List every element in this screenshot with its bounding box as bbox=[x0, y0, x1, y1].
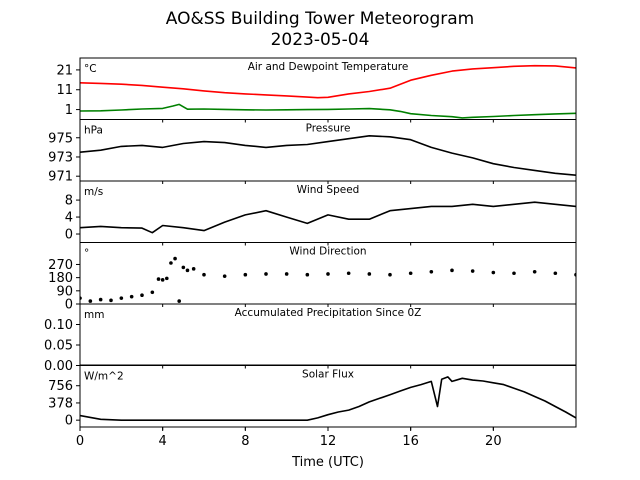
y-tick-label: 21 bbox=[56, 63, 73, 78]
wind-direction-point bbox=[512, 271, 516, 276]
y-tick-label: 90 bbox=[56, 284, 73, 299]
wind-direction-point bbox=[119, 296, 124, 300]
wind-direction-point bbox=[177, 299, 181, 303]
wind-direction-point bbox=[156, 277, 161, 281]
wind-direction-point bbox=[98, 297, 103, 302]
wind-direction-point bbox=[185, 268, 190, 273]
wind-direction-point bbox=[408, 271, 413, 276]
wind-direction-point bbox=[284, 272, 289, 276]
panel-title: Pressure bbox=[306, 123, 351, 135]
wind-direction-point bbox=[173, 256, 177, 261]
y-tick-label: 180 bbox=[48, 271, 73, 286]
wind-direction-point bbox=[346, 271, 351, 276]
panel-4: 0.00 0.05 0.10 mm Accumulated Precipitation … bbox=[44, 303, 577, 374]
panel-title: Air and Dewpoint Temperature bbox=[248, 61, 409, 73]
panel-unit: hPa bbox=[84, 125, 103, 137]
y-tick-label: 270 bbox=[48, 258, 73, 273]
y-tick-label: 973 bbox=[48, 150, 73, 165]
x-tick-label: 12 bbox=[320, 434, 337, 449]
y-tick-label: 756 bbox=[48, 379, 73, 394]
panel-1: 971 973 975 hPa Pressure bbox=[48, 119, 577, 185]
series-line-5-0 bbox=[80, 376, 576, 422]
y-tick-label: 0.10 bbox=[44, 318, 73, 333]
y-tick-label: 0.00 bbox=[44, 359, 73, 374]
wind-direction-point bbox=[191, 267, 196, 271]
wind-direction-point bbox=[165, 276, 169, 281]
panel-unit: m/s bbox=[84, 186, 103, 198]
series-3-0 bbox=[80, 256, 576, 303]
wind-direction-point bbox=[202, 272, 206, 277]
wind-direction-point bbox=[160, 278, 165, 282]
y-tick-label: 971 bbox=[48, 170, 73, 185]
wind-direction-point bbox=[429, 269, 434, 274]
y-tick-label: 0 bbox=[65, 298, 73, 313]
panel-unit: W/m^2 bbox=[84, 371, 124, 383]
panel-title: Wind Speed bbox=[297, 184, 360, 196]
y-tick-label: 0 bbox=[65, 414, 73, 429]
wind-direction-point bbox=[150, 290, 155, 295]
wind-direction-point bbox=[326, 272, 330, 276]
x-tick-label: 20 bbox=[485, 434, 502, 449]
x-axis: 0 4 8 12 16 20 bbox=[76, 427, 502, 449]
panel-2: 0 4 8 m/s Wind Speed bbox=[65, 180, 577, 246]
panel-unit: ° bbox=[84, 248, 89, 260]
wind-direction-point bbox=[140, 293, 144, 298]
figure-date: 2023-05-04 bbox=[271, 30, 370, 50]
y-tick-label: 975 bbox=[48, 131, 73, 146]
wind-direction-point bbox=[305, 272, 310, 277]
y-tick-label: 11 bbox=[56, 83, 73, 98]
y-tick-label: 1 bbox=[65, 103, 73, 118]
panel-title: Wind Direction bbox=[289, 246, 366, 258]
wind-direction-point bbox=[243, 272, 248, 277]
panel-unit: °C bbox=[84, 63, 97, 75]
wind-direction-point bbox=[388, 272, 392, 277]
x-tick-label: 0 bbox=[76, 434, 84, 449]
wind-direction-point bbox=[109, 298, 113, 303]
series-line-0-0 bbox=[80, 64, 576, 99]
figure-title: AO&SS Building Tower Meteorogram bbox=[166, 9, 474, 29]
wind-direction-point bbox=[553, 271, 558, 276]
series-line-1-0 bbox=[80, 135, 576, 176]
panel-title: Solar Flux bbox=[302, 369, 354, 381]
wind-direction-point bbox=[88, 299, 93, 303]
y-tick-label: 378 bbox=[48, 396, 73, 411]
wind-direction-point bbox=[367, 272, 372, 276]
wind-direction-point bbox=[532, 269, 537, 274]
wind-direction-point bbox=[222, 274, 227, 278]
x-tick-label: 16 bbox=[402, 434, 419, 449]
wind-direction-point bbox=[181, 265, 186, 270]
y-tick-label: 4 bbox=[65, 211, 73, 226]
series-line-0-1 bbox=[80, 103, 576, 119]
panel-title: Accumulated Precipitation Since 0Z bbox=[235, 307, 422, 319]
x-axis-label: Time (UTC) bbox=[291, 455, 364, 470]
y-tick-label: 8 bbox=[65, 194, 73, 209]
x-tick-label: 8 bbox=[241, 434, 249, 449]
y-tick-label: 0 bbox=[65, 228, 73, 243]
wind-direction-point bbox=[264, 272, 268, 276]
wind-direction-point bbox=[470, 269, 475, 273]
panel-unit: mm bbox=[84, 309, 104, 321]
y-tick-label: 0.05 bbox=[44, 339, 73, 354]
x-tick-label: 4 bbox=[159, 434, 167, 449]
panel-5: 0 378 756 W/m^2 Solar Flux bbox=[48, 365, 577, 430]
series-line-2-0 bbox=[80, 201, 576, 234]
wind-direction-point bbox=[129, 294, 134, 299]
wind-direction-point bbox=[491, 270, 496, 275]
wind-direction-point bbox=[450, 268, 454, 273]
wind-direction-point bbox=[169, 261, 173, 265]
